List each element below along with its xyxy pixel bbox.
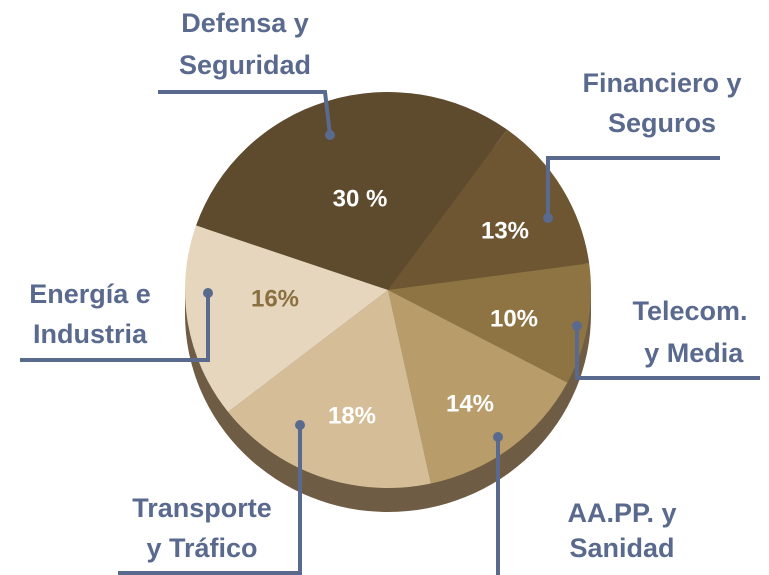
data-label: 18% (328, 402, 376, 429)
label-line: Energía e (29, 279, 151, 309)
leader-dot (572, 321, 582, 331)
pie-slice (388, 263, 591, 383)
category-label: Financiero y Seguros (582, 68, 741, 138)
data-label: 16% (251, 285, 299, 312)
leader-line (20, 293, 210, 362)
pie-slice (388, 290, 568, 484)
data-label: 14% (446, 390, 494, 417)
leader-line (546, 156, 720, 218)
category-label: Energía e Industria (29, 279, 151, 349)
label-line: Transporte (132, 493, 272, 523)
label-line: Seguros (608, 108, 716, 138)
label-line: Sanidad (569, 533, 674, 563)
data-label: 13% (481, 217, 529, 244)
label-line: Industria (33, 319, 148, 349)
pie-slice (388, 129, 590, 290)
pie-slice (228, 290, 431, 488)
label-line: y Media (637, 338, 745, 368)
leader-line (118, 425, 302, 575)
label-line: Telecom. (632, 296, 747, 326)
category-label: Defensa y Seguridad (179, 8, 311, 80)
pie-slice (196, 92, 508, 290)
label-line: Financiero y (582, 68, 741, 98)
leader-dot (543, 213, 553, 223)
category-label: Telecom. y Media (632, 296, 747, 368)
leader-line (575, 326, 760, 380)
data-label: 10% (490, 305, 538, 332)
leader-dot (295, 420, 305, 430)
label-line: Seguridad (179, 50, 311, 80)
data-label: 30 % (333, 185, 388, 212)
leader-dot (325, 130, 335, 140)
label-line: Defensa y (181, 8, 309, 38)
category-label: Transporte y Tráfico (132, 493, 272, 563)
leader-dot (493, 432, 503, 442)
category-label: AA.PP. y Sanidad (567, 498, 676, 563)
pie-slice (184, 225, 388, 412)
label-line: y Tráfico (146, 533, 257, 563)
leader-line (158, 90, 332, 136)
label-line: AA.PP. y (567, 498, 676, 528)
leader-dot (203, 288, 213, 298)
